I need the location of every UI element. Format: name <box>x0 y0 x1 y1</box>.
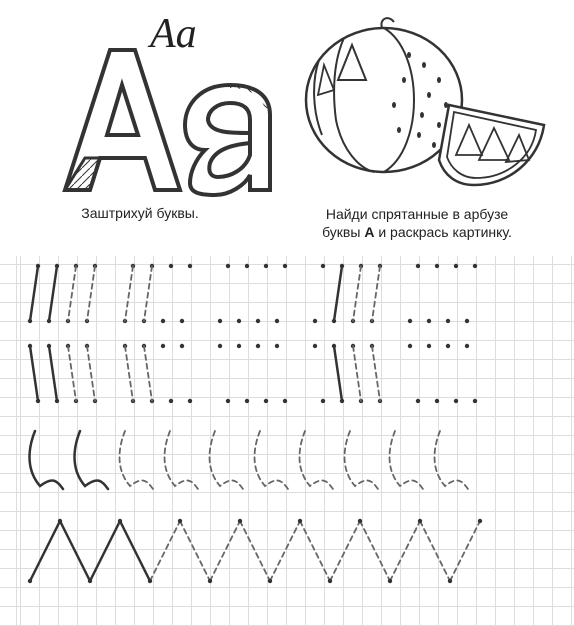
instruction-left: Заштрихуй буквы. <box>20 205 260 241</box>
watermelon-whole-icon <box>306 18 462 172</box>
watermelon-slice-icon <box>439 105 544 185</box>
watermelon-illustration <box>274 10 554 200</box>
instruction-right: Найди спрятанные в арбузе буквы А и раск… <box>280 205 554 241</box>
instr-right-line1: Найди спрятанные в арбузе <box>326 206 508 222</box>
outline-letters <box>50 40 280 210</box>
tracing-grid <box>0 256 574 626</box>
instr-right-bold: А <box>364 224 374 240</box>
instr-right-line2-suffix: и раскрась картинку. <box>374 224 511 240</box>
instr-right-line2-prefix: буквы <box>322 224 364 240</box>
letter-block: Aa <box>20 10 274 200</box>
tracing-strokes <box>0 256 574 626</box>
small-a-outline <box>185 85 270 195</box>
big-a-outline <box>65 50 180 190</box>
